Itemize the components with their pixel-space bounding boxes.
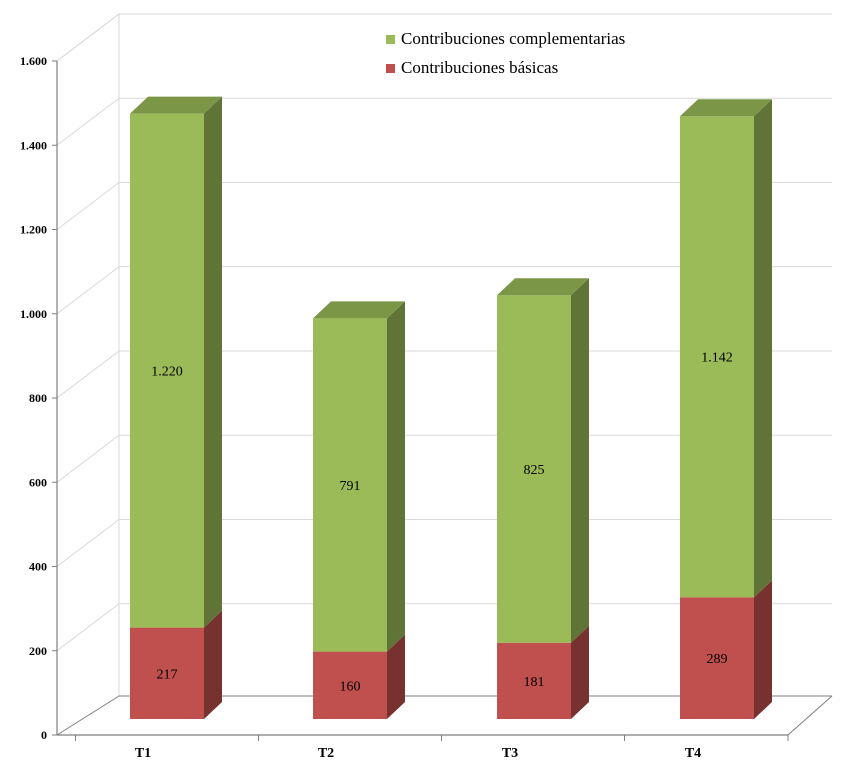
y-tick-label: 600 [29,475,47,489]
bar-segment [497,295,571,643]
legend-swatch [386,64,395,73]
bar-group-t4: 289 1.142 [680,99,772,719]
gridline-diagonal [56,434,120,483]
bar-side-face [204,96,222,628]
bar-group-t1: 217 1.220 [130,96,222,719]
gridline-diagonal [56,519,120,567]
gridline-diagonal [56,97,120,146]
x-tick-label: T4 [685,746,701,761]
legend: Contribuciones complementarias Contribuci… [386,29,625,77]
legend-label: Contribuciones básicas [401,58,558,77]
gridline-diagonal [56,13,120,62]
bar-group-t2: 160 791 [313,301,405,719]
bar-side-face [754,580,772,719]
y-tick-label: 1.000 [20,307,47,321]
data-label: 791 [340,479,361,494]
y-tick-label: 200 [29,644,47,658]
bar-segment [680,597,754,719]
legend-swatch [386,35,395,44]
x-tick-label: T3 [502,746,518,761]
bar-top-face [130,96,222,114]
y-tick-label: 0 [41,728,47,742]
y-tick-label: 400 [29,560,47,574]
legend-label: Contribuciones complementarias [401,29,625,48]
floor-right-edge [787,695,833,736]
gridline-diagonal [56,266,120,315]
y-tick-label: 1.400 [20,138,47,152]
data-label: 289 [707,652,728,667]
gridline-diagonal [56,350,120,399]
bar-top-face [497,278,589,296]
data-label: 181 [524,675,545,690]
bar-segment [680,116,754,598]
data-label: 825 [524,463,545,478]
data-label: 1.220 [151,365,183,380]
gridline-diagonal [56,182,120,230]
data-label: 160 [340,679,361,694]
gridline-diagonal [56,603,120,652]
bar-group-t3: 181 825 [497,278,589,719]
bar-side-face [571,278,589,643]
floor-left-edge [56,695,120,736]
bar-side-face [387,634,405,719]
bar-top-face [680,99,772,117]
y-tick-label: 1.600 [20,54,47,68]
x-tick-label: T1 [135,746,151,761]
bars: 217 1.220 160 791 181 825 289 1.142 [130,96,772,719]
bar-side-face [754,99,772,598]
bar-side-face [571,625,589,719]
data-label: 1.142 [701,351,733,366]
bar-segment [130,627,204,719]
bar-side-face [204,610,222,719]
y-tick-label: 1.200 [20,223,47,237]
bar-segment [497,642,571,719]
data-label: 217 [157,667,178,682]
bar-segment [130,113,204,628]
bar-segment [313,651,387,719]
bar-side-face [387,301,405,652]
x-tick-label: T2 [318,746,334,761]
axes: 0 200 400 600 800 1.000 1.200 1.400 1.600 T1 T2 T3 T… [20,54,789,761]
y-tick-label: 800 [29,391,47,405]
bar-segment [313,318,387,652]
bar-top-face [313,301,405,319]
